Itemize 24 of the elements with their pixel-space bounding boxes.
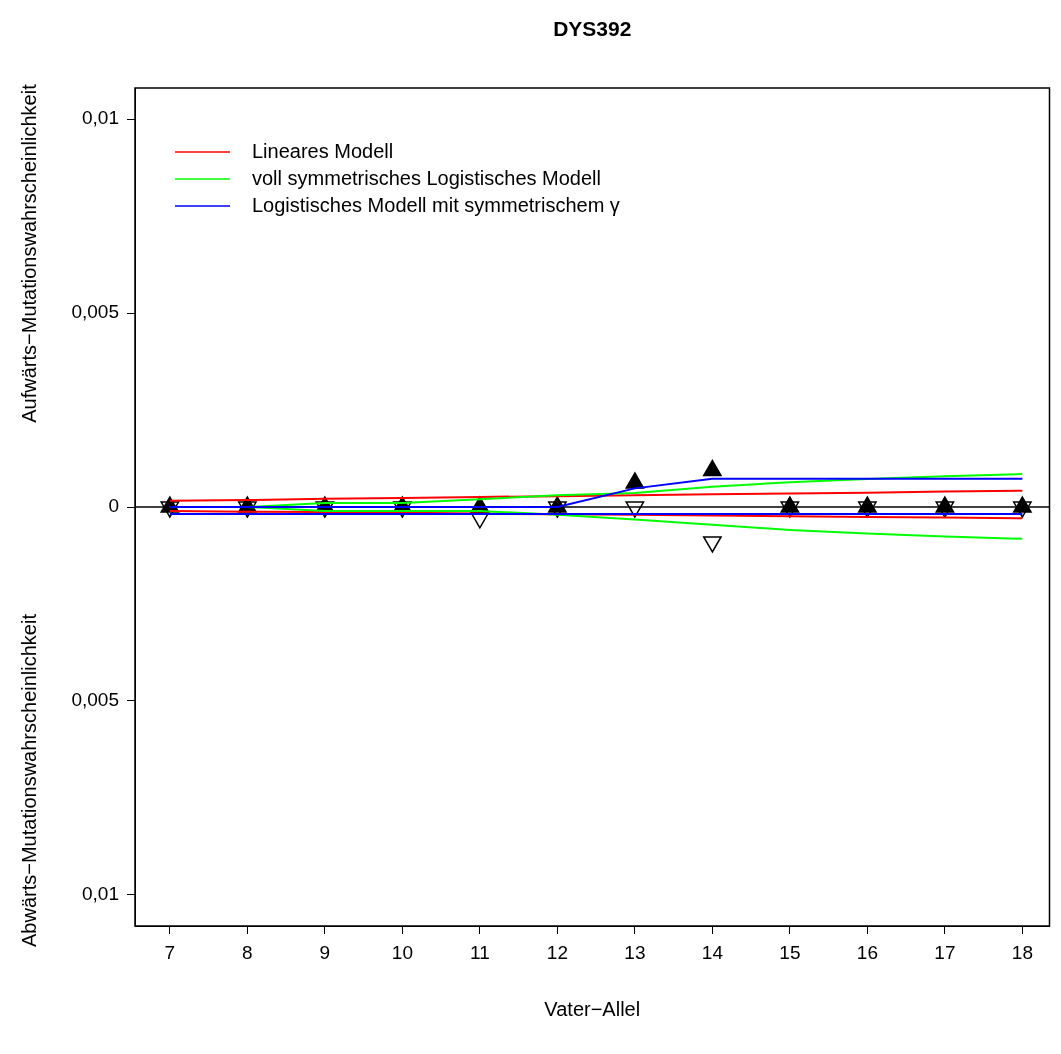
x-tick-label: 12 — [546, 941, 568, 963]
legend-label: Logistisches Modell mit symmetrischem γ — [252, 193, 620, 216]
x-tick-label: 8 — [242, 941, 253, 963]
x-tick-label: 13 — [624, 941, 646, 963]
x-tick-label: 17 — [934, 941, 956, 963]
x-tick-label: 15 — [779, 941, 801, 963]
y-tick-label: 0,01 — [82, 883, 119, 905]
x-axis-title: Vater−Allel — [544, 997, 641, 1020]
chart-title: DYS392 — [553, 16, 632, 40]
y-tick-label: 0,01 — [82, 107, 119, 129]
legend-label: voll symmetrisches Logistisches Modell — [252, 166, 602, 189]
y-tick-label: 0 — [108, 495, 119, 517]
x-tick-label: 7 — [164, 941, 176, 963]
x-tick-label: 16 — [856, 941, 878, 963]
x-tick-label: 9 — [319, 941, 331, 963]
legend-label: Lineares Modell — [252, 139, 394, 162]
x-tick-label: 18 — [1011, 941, 1033, 963]
text: Abwärts−Mutationswahrscheinlichkeit — [17, 613, 40, 947]
x-tick-label: 10 — [391, 941, 413, 963]
x-tick-label: 11 — [470, 941, 490, 963]
x-tick-label: 14 — [701, 941, 724, 963]
y-axis-title: Aufwärts−Mutationswahrscheinlichkeit — [17, 83, 40, 423]
y-tick-label: 0,005 — [71, 301, 119, 323]
y-tick-label: 0,005 — [71, 689, 119, 711]
